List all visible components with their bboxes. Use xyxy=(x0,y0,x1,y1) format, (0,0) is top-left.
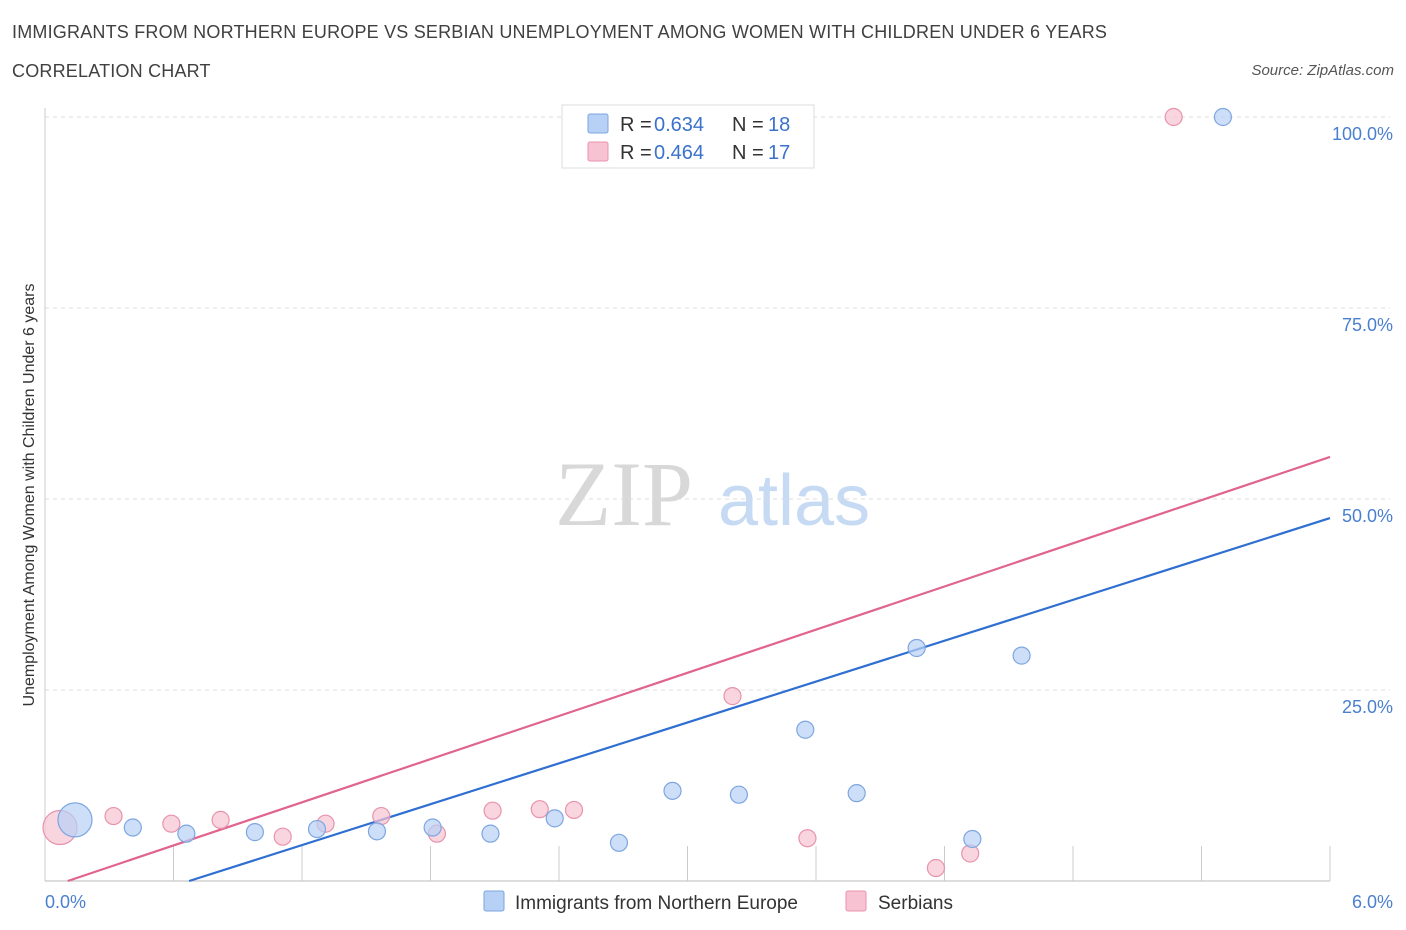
legend-r-value-pink: 0.464 xyxy=(654,142,704,164)
legend-n-label-pink: N = xyxy=(732,142,764,164)
legend-n-value-blue: 18 xyxy=(768,114,790,136)
data-point-serbians xyxy=(104,806,123,826)
data-point-immigrants xyxy=(307,819,327,839)
y-axis-label: Unemployment Among Women with Children U… xyxy=(21,283,38,706)
trend-line-immigrants xyxy=(188,517,1331,883)
watermark-atlas: atlas xyxy=(718,461,870,541)
trend-lines xyxy=(67,455,1331,883)
data-point-serbians xyxy=(723,687,742,706)
data-point-serbians xyxy=(372,806,391,826)
y-tick-labels: 25.0% 50.0% 75.0% 100.0% xyxy=(1332,124,1393,717)
data-point-serbians xyxy=(211,810,230,829)
y-tick-label: 50.0% xyxy=(1342,506,1393,526)
y-tick-label: 100.0% xyxy=(1332,124,1393,144)
legend-r-value-blue: 0.634 xyxy=(654,114,704,136)
data-point-serbians xyxy=(273,827,292,846)
data-point-immigrants xyxy=(367,822,387,841)
data-point-immigrants xyxy=(1213,107,1233,127)
data-point-immigrants xyxy=(423,818,442,837)
data-point-immigrants xyxy=(847,784,866,803)
data-point-immigrants xyxy=(545,809,564,828)
data-point-immigrants xyxy=(1012,646,1031,665)
x-tick-min: 0.0% xyxy=(45,892,86,912)
data-point-immigrants xyxy=(481,824,500,843)
data-point-immigrants xyxy=(907,638,926,658)
legend-r-label-pink: R = xyxy=(620,142,652,164)
legend-swatch-serbians xyxy=(845,890,867,912)
data-point-immigrants xyxy=(245,823,264,842)
axes xyxy=(44,108,1331,882)
legend-label-serbians: Serbians xyxy=(878,893,953,914)
data-point-serbians xyxy=(162,814,181,833)
data-point-serbians xyxy=(564,800,584,820)
correlation-legend: R = 0.634 N = 18 R = 0.464 N = 17 xyxy=(561,104,815,169)
legend-swatch-blue xyxy=(587,113,609,134)
y-tick-label: 25.0% xyxy=(1342,697,1393,717)
chart-title: IMMIGRANTS FROM NORTHERN EUROPE VS SERBI… xyxy=(12,22,1108,42)
data-point-serbians xyxy=(530,800,549,819)
legend-label-immigrants: Immigrants from Northern Europe xyxy=(515,893,798,914)
trend-line-serbians xyxy=(67,455,1331,883)
chart-subtitle: CORRELATION CHART xyxy=(12,61,211,81)
data-point-immigrants xyxy=(123,818,142,837)
data-point-immigrants xyxy=(729,785,749,804)
x-tick-max: 6.0% xyxy=(1352,892,1393,912)
legend-r-label-blue: R = xyxy=(620,114,652,136)
data-point-immigrants xyxy=(663,781,682,800)
data-point-immigrants xyxy=(177,824,196,843)
y-tick-label: 75.0% xyxy=(1342,315,1393,335)
data-point-immigrants xyxy=(963,829,982,849)
data-point-serbians xyxy=(798,829,817,848)
legend-swatch-pink xyxy=(587,141,609,162)
data-point-serbians xyxy=(926,858,946,878)
legend-swatch-immigrants xyxy=(483,890,505,912)
legend-n-label-blue: N = xyxy=(732,114,764,136)
legend-n-value-pink: 17 xyxy=(768,142,790,164)
series-legend: Immigrants from Northern Europe Serbians xyxy=(483,890,953,914)
data-point-serbians xyxy=(1164,107,1183,127)
data-point-serbians xyxy=(483,801,502,820)
grid-lines xyxy=(45,116,1390,691)
data-point-immigrants xyxy=(796,720,815,739)
data-point-immigrants xyxy=(57,802,93,838)
source-label: Source: ZipAtlas.com xyxy=(1251,62,1394,79)
watermark-zip: ZIP xyxy=(555,443,693,545)
data-point-immigrants xyxy=(609,833,629,852)
data-points xyxy=(42,107,1233,878)
